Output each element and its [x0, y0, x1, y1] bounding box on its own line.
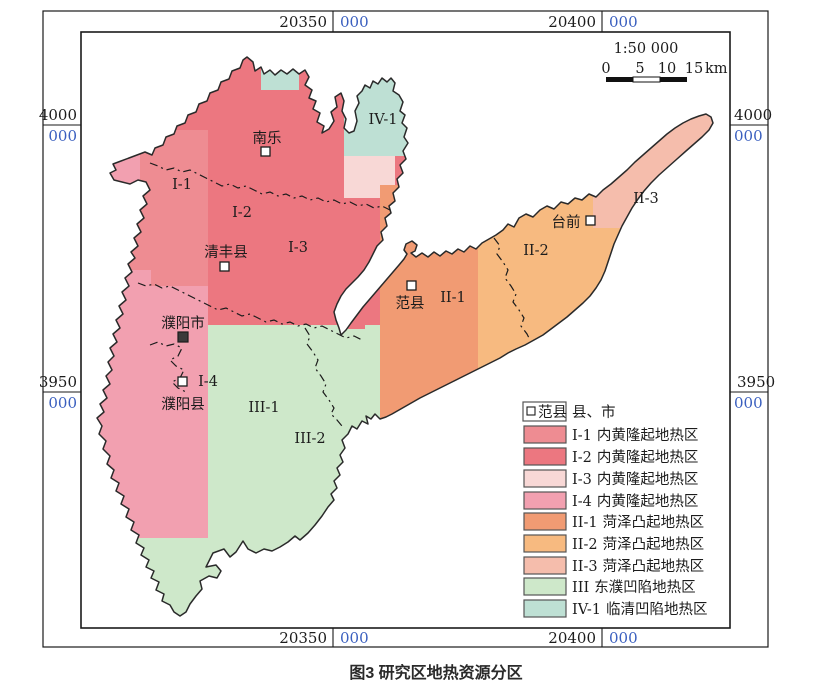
city-square-icon — [177, 331, 189, 343]
zone-code-labels: I-1 I-2 I-3 I-4 II-1 II-2 II-3 III-1 III… — [172, 112, 659, 447]
zone-fill-IV1-top — [261, 57, 299, 90]
county-square-icon — [177, 376, 188, 387]
region-outline — [96, 56, 714, 617]
zone-label-III2: III-2 — [294, 431, 325, 447]
zone-label-III1: III-1 — [248, 400, 279, 416]
scale-tick-5: 5 — [635, 61, 644, 77]
city-label-nanle: 南乐 — [253, 130, 282, 147]
zone-fill-III-east — [208, 325, 394, 616]
coord-bottom-1-main: 20350 — [279, 629, 327, 647]
coord-right-2-sub: 000 — [734, 394, 763, 412]
zone-label-I1: I-1 — [172, 177, 192, 193]
coord-top-2-sub: 000 — [609, 13, 638, 31]
coord-bottom-2-sub: 000 — [609, 629, 638, 647]
legend-swatch-II1 — [523, 512, 567, 531]
city-markers: 南乐 清丰县 濮阳市 濮阳县 范县 台前 — [161, 130, 596, 413]
coord-left-2-main: 3950 — [39, 373, 77, 391]
coord-right-1-sub: 000 — [734, 127, 763, 145]
legend-item-I1: I-1 内黄隆起地热区 — [572, 427, 698, 444]
coord-right-2-main: 3950 — [737, 373, 775, 391]
zone-fill-I4-nose — [97, 150, 140, 186]
zone-fill-III-west — [97, 538, 208, 616]
legend-swatch-II2 — [523, 534, 567, 553]
zone-label-I4: I-4 — [198, 374, 218, 390]
legend-swatch-II3 — [523, 556, 567, 575]
city-label-puyang-city: 濮阳市 — [161, 315, 205, 332]
legend-swatch-IV1 — [523, 599, 567, 618]
county-square-icon — [260, 146, 271, 157]
legend-item-I2: I-2 内黄隆起地热区 — [572, 449, 698, 466]
boundary-middle — [137, 282, 363, 341]
coord-bottom-1-sub: 000 — [340, 629, 369, 647]
coord-bottom-2-main: 20400 — [548, 629, 596, 647]
coordinate-labels: 20350 000 20400 000 20350 000 20400 000 … — [39, 13, 775, 647]
legend-city-example: 范县 — [538, 404, 567, 421]
coord-top-1-main: 20350 — [279, 13, 327, 31]
coord-left-1-sub: 000 — [48, 127, 77, 145]
zone-label-II2: II-2 — [523, 243, 549, 259]
scale-bar: 1:50 000 0 5 10 15 km — [601, 41, 728, 83]
zone-label-I3: I-3 — [288, 240, 308, 256]
scale-tick-10: 10 — [658, 61, 676, 77]
scale-segment-3 — [660, 77, 687, 82]
outer-frame — [42, 10, 769, 648]
boundary-arm — [493, 237, 531, 341]
legend-item-II3: II-3 菏泽凸起地热区 — [572, 558, 704, 575]
coord-top-1-sub: 000 — [340, 13, 369, 31]
scale-tick-0: 0 — [601, 61, 610, 77]
coord-right-1-main: 4000 — [734, 106, 772, 124]
coord-top-2-main: 20400 — [548, 13, 596, 31]
county-square-icon — [406, 280, 417, 291]
legend: 范县 县、市 I-1 内黄隆起地热区 I-2 内黄隆起地热区 I-3 内黄隆起地热区 … — [522, 401, 708, 618]
legend-item-II2: II-2 菏泽凸起地热区 — [572, 536, 704, 553]
county-square-icon — [585, 215, 596, 226]
boundary-east-green — [304, 327, 343, 427]
inner-map-frame — [80, 31, 731, 629]
scale-unit: km — [705, 61, 728, 77]
zone-label-I2: I-2 — [232, 205, 252, 221]
scale-segment-2 — [632, 76, 661, 83]
zone-fill-IV1 — [344, 57, 414, 156]
legend-item-II1: II-1 菏泽凸起地热区 — [572, 514, 704, 531]
coord-left-1-main: 4000 — [39, 106, 77, 124]
legend-swatch-I4 — [523, 491, 567, 510]
zone-label-II1: II-1 — [440, 290, 466, 306]
boundary-north — [149, 162, 391, 211]
scale-tick-15: 15 — [685, 61, 703, 77]
zone-label-IV1: IV-1 — [369, 112, 398, 128]
county-boundaries — [137, 162, 531, 427]
city-label-puyang-county: 濮阳县 — [161, 396, 205, 413]
legend-item-IV1: IV-1 临清凹陷地热区 — [572, 601, 708, 618]
legend-swatch-III — [523, 577, 567, 596]
county-square-icon — [526, 406, 536, 416]
coord-left-2-sub: 000 — [48, 394, 77, 412]
legend-swatch-I3 — [523, 469, 567, 488]
city-label-qingfeng: 清丰县 — [204, 244, 248, 261]
county-square-icon — [219, 261, 230, 272]
city-label-taiqian: 台前 — [552, 214, 581, 231]
legend-item-I3: I-3 内黄隆起地热区 — [572, 471, 698, 488]
city-label-fanxian: 范县 — [396, 295, 425, 312]
zone-label-II3: II-3 — [633, 191, 659, 207]
legend-swatch-I2 — [523, 447, 567, 466]
legend-city-label: 县、市 — [572, 404, 616, 421]
grid-ticks — [43, 11, 768, 647]
figure-caption: 图3 研究区地热资源分区 — [349, 663, 522, 682]
scale-ratio: 1:50 000 — [614, 41, 679, 57]
legend-swatch-I1 — [523, 425, 567, 444]
scale-segment-1 — [606, 77, 633, 82]
legend-item-III: III 东濮凹陷地热区 — [572, 579, 696, 596]
legend-item-I4: I-4 内黄隆起地热区 — [572, 493, 698, 510]
